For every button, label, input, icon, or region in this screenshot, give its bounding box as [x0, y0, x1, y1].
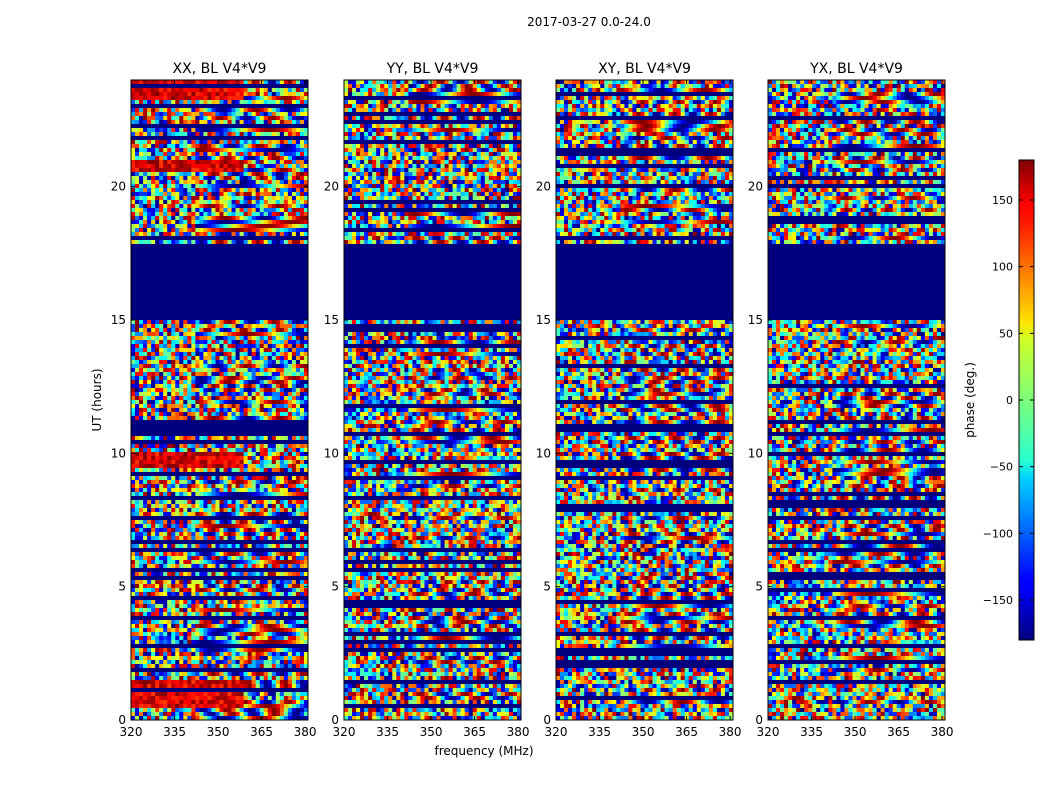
x-tick-label: 320	[120, 725, 143, 739]
y-tick-label: 5	[118, 580, 126, 594]
x-tick-label: 350	[207, 725, 230, 739]
y-tick-label: 0	[543, 713, 551, 727]
x-tick-label: 335	[376, 725, 399, 739]
x-tick-label: 335	[588, 725, 611, 739]
heatmap-cells	[344, 80, 521, 720]
y-tick-label: 0	[755, 713, 763, 727]
colorbar-tick-label: 50	[999, 327, 1013, 340]
colorbar-label: phase (deg.)	[963, 362, 977, 438]
x-tick-label: 350	[420, 725, 443, 739]
y-tick-label: 10	[536, 446, 551, 460]
y-tick-label: 0	[118, 713, 126, 727]
x-tick-label: 380	[719, 725, 742, 739]
y-tick-label: 15	[536, 313, 551, 327]
heatmap-cells	[131, 80, 308, 720]
colorbar-tick-label: 100	[992, 261, 1013, 274]
x-tick-label: 365	[675, 725, 698, 739]
panel-title: XY, BL V4*V9	[598, 61, 691, 77]
colorbar: 150 100 50 0 −50 −100 −150 phase (deg.)	[963, 160, 1034, 640]
x-tick-label: 350	[632, 725, 655, 739]
y-tick-label: 15	[324, 313, 339, 327]
x-axis-label: frequency (MHz)	[434, 744, 533, 758]
y-tick-label: 15	[111, 313, 126, 327]
colorbar-tick-label: −150	[983, 594, 1013, 607]
y-tick-label: 0	[331, 713, 339, 727]
y-tick-label: 5	[543, 580, 551, 594]
panel-title: YY, BL V4*V9	[386, 61, 479, 77]
panel-2: YY, BL V4*V9 320 335 350 365 380 0 5 10 15 20	[324, 61, 530, 739]
x-tick-label: 380	[294, 725, 317, 739]
y-tick-label: 15	[748, 313, 763, 327]
panel-4: YX, BL V4*V9 320 335 350 365 380 0 5 10 15 20	[748, 61, 954, 739]
y-tick-label: 20	[536, 180, 551, 194]
y-tick-label: 20	[111, 180, 126, 194]
y-tick-label: 10	[324, 446, 339, 460]
heatmap-cells	[768, 80, 945, 720]
x-tick-label: 380	[507, 725, 530, 739]
colorbar-tick-label: 0	[1006, 394, 1013, 407]
x-tick-label: 350	[844, 725, 867, 739]
panel-1: XX, BL V4*V9 320 335 350 365 380 0 5 10 15 20	[111, 61, 317, 739]
y-tick-label: 5	[331, 580, 339, 594]
y-tick-label: 20	[324, 180, 339, 194]
colorbar-tick-label: −50	[990, 461, 1013, 474]
x-tick-label: 320	[333, 725, 356, 739]
colorbar-tick-label: −100	[983, 527, 1013, 540]
y-axis-label: UT (hours)	[90, 368, 104, 431]
panel-3: XY, BL V4*V9 320 335 350 365 380 0 5 10 15 20	[536, 61, 742, 739]
y-tick-label: 10	[748, 446, 763, 460]
x-tick-label: 320	[545, 725, 568, 739]
x-tick-label: 365	[887, 725, 910, 739]
figure: 2017-03-27 0.0-24.0 UT (hours) frequency…	[0, 0, 1050, 800]
panel-title: YX, BL V4*V9	[809, 61, 903, 77]
x-tick-label: 320	[757, 725, 780, 739]
y-tick-label: 10	[111, 446, 126, 460]
heatmap-cells	[556, 80, 733, 720]
panel-title: XX, BL V4*V9	[173, 61, 267, 77]
x-tick-label: 335	[163, 725, 186, 739]
colorbar-tick-label: 150	[992, 194, 1013, 207]
x-tick-label: 335	[800, 725, 823, 739]
x-tick-label: 365	[250, 725, 273, 739]
y-tick-label: 20	[748, 180, 763, 194]
y-tick-label: 5	[755, 580, 763, 594]
x-tick-label: 365	[463, 725, 486, 739]
x-tick-label: 380	[931, 725, 954, 739]
figure-suptitle: 2017-03-27 0.0-24.0	[527, 15, 651, 29]
